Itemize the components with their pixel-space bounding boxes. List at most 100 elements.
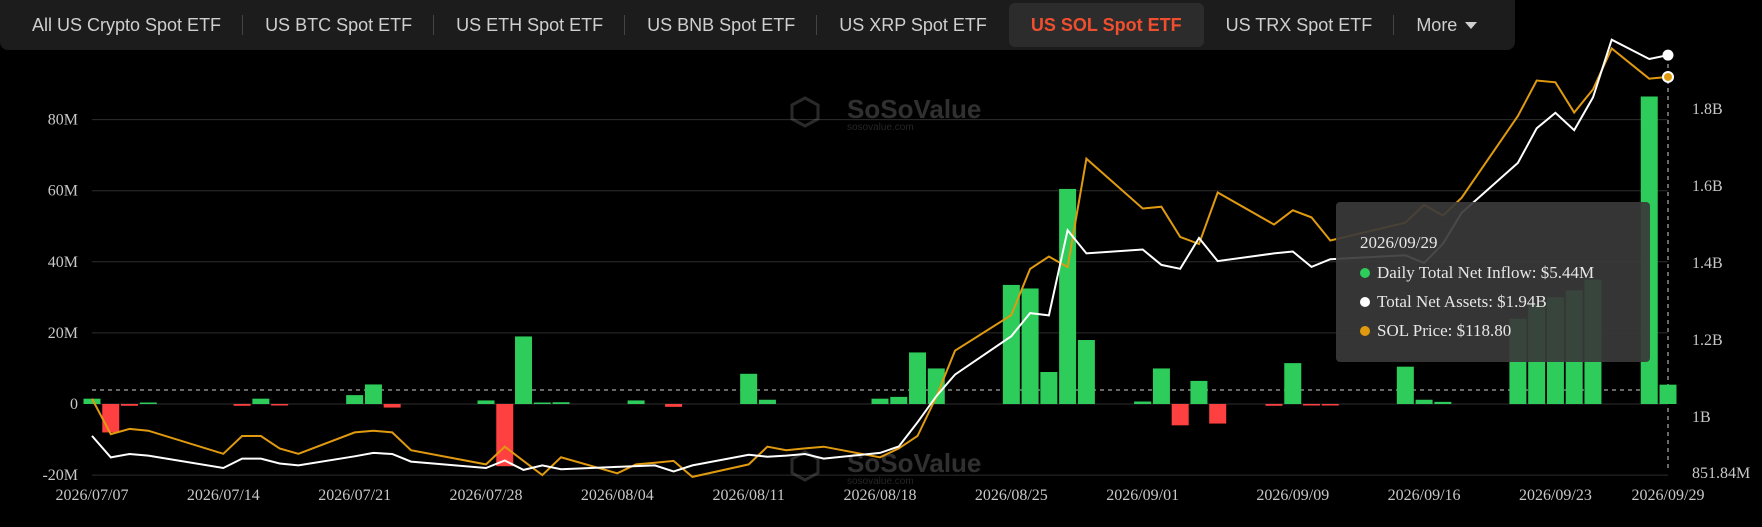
- x-axis-tick-label: 2026/09/29: [1632, 487, 1705, 504]
- right-axis-tick-label: 1B: [1692, 409, 1711, 426]
- inflow-bar: [83, 398, 101, 404]
- inflow-bar: [1152, 368, 1170, 404]
- chevron-down-icon: [1465, 21, 1478, 29]
- inflow-bar: [1284, 363, 1302, 404]
- price-marker: [1662, 70, 1674, 83]
- x-axis-tick-label: 2026/09/16: [1388, 487, 1461, 504]
- inflow-bar: [1077, 340, 1095, 404]
- tab-us-sol-spot-etf[interactable]: US SOL Spot ETF: [1008, 3, 1204, 47]
- right-axis-tick-label: 1.4B: [1692, 255, 1723, 272]
- price-dot-icon: [1360, 325, 1370, 336]
- tab-label: All US Crypto Spot ETF: [32, 14, 222, 35]
- watermark-url: sosovalue.com: [847, 476, 914, 487]
- series-markers: [1662, 49, 1674, 83]
- inflow-bar: [496, 404, 514, 467]
- tooltip-price: SOL Price: $118.80: [1377, 320, 1512, 340]
- inflow-bar: [121, 404, 139, 406]
- left-axis-tick-label: 80M: [48, 112, 78, 129]
- watermark-brand: SoSoValue: [847, 94, 981, 124]
- tab-label: US BTC Spot ETF: [265, 14, 413, 35]
- inflow-bar: [890, 396, 908, 404]
- inflow-bar: [271, 404, 289, 406]
- inflow-bar: [477, 400, 495, 404]
- inflow-bar: [1059, 188, 1077, 404]
- inflow-bar: [515, 336, 533, 404]
- more-dropdown[interactable]: More: [1394, 3, 1499, 47]
- inflow-bar: [102, 404, 120, 433]
- tab-label: US ETH Spot ETF: [456, 14, 604, 35]
- x-axis-tick-label: 2026/09/01: [1106, 487, 1179, 504]
- tooltip-assets-row: Total Net Assets: $1.94B: [1360, 287, 1650, 316]
- tooltip-inflow-row: Daily Total Net Inflow: $5.44M: [1360, 258, 1650, 287]
- tab-us-xrp-spot-etf[interactable]: US XRP Spot ETF: [817, 3, 1009, 47]
- inflow-bar: [1659, 384, 1677, 404]
- inflow-bar: [927, 368, 945, 404]
- inflow-bar: [1209, 404, 1227, 424]
- inflow-bar: [1002, 284, 1020, 404]
- left-axis-tick-label: 20M: [48, 325, 78, 342]
- right-axis-tick-label: 1.8B: [1692, 101, 1723, 118]
- tooltip-price-row: SOL Price: $118.80: [1360, 316, 1650, 345]
- inflow-bar: [364, 384, 382, 404]
- inflow-bar: [1040, 372, 1058, 404]
- inflow-dot-icon: [1360, 267, 1370, 278]
- inflow-bar: [533, 402, 551, 404]
- inflow-bar: [252, 398, 270, 404]
- tab-all-us-crypto-spot-etf[interactable]: All US Crypto Spot ETF: [10, 3, 244, 47]
- tab-us-bnb-spot-etf[interactable]: US BNB Spot ETF: [625, 3, 818, 47]
- x-axis-tick-label: 2026/08/04: [581, 487, 654, 504]
- watermark: SoSoValue sosovalue.com SoSoValue sosova…: [790, 94, 981, 487]
- inflow-bar: [665, 404, 683, 407]
- assets-dot-icon: [1360, 296, 1370, 307]
- watermark-brand: SoSoValue: [847, 448, 981, 478]
- tab-us-trx-spot-etf[interactable]: US TRX Spot ETF: [1204, 3, 1395, 47]
- inflow-bar: [871, 398, 889, 404]
- x-axis-tick-label: 2026/09/09: [1256, 487, 1329, 504]
- inflow-bar: [740, 373, 758, 404]
- inflow-bar: [1190, 380, 1208, 404]
- inflow-bar: [1171, 404, 1189, 426]
- inflow-bar: [346, 395, 364, 404]
- x-axis-tick-label: 2026/08/11: [713, 487, 785, 504]
- x-axis-tick-label: 2026/07/21: [318, 487, 391, 504]
- tab-us-eth-spot-etf[interactable]: US ETH Spot ETF: [434, 3, 626, 47]
- inflow-bar: [1265, 404, 1283, 406]
- inflow-bar: [1321, 404, 1339, 406]
- left-axis-tick-label: 60M: [48, 183, 78, 200]
- tooltip-assets: Total Net Assets: $1.94B: [1377, 291, 1547, 311]
- inflow-bar: [383, 404, 401, 408]
- inflow-bar: [1021, 288, 1039, 404]
- left-axis-tick-label: 40M: [48, 254, 78, 271]
- right-axis-tick-label: 851.84M: [1692, 465, 1750, 482]
- watermark-url: sosovalue.com: [847, 122, 914, 133]
- inflow-bar: [1303, 404, 1321, 406]
- chart-tooltip: 2026/09/29 Daily Total Net Inflow: $5.44…: [1336, 202, 1650, 362]
- inflow-bar: [1134, 401, 1152, 404]
- right-axis-tick-label: 1.6B: [1692, 178, 1723, 195]
- inflow-bar: [1415, 399, 1433, 404]
- x-axis-tick-label: 2026/07/14: [187, 487, 260, 504]
- inflow-bar: [139, 402, 157, 404]
- inflow-bar: [758, 399, 776, 404]
- etf-tab-bar: All US Crypto Spot ETF US BTC Spot ETF U…: [0, 0, 1515, 50]
- inflow-bar: [552, 402, 570, 404]
- inflow-bar: [1434, 401, 1452, 404]
- x-axis-tick-label: 2026/09/23: [1519, 487, 1592, 504]
- inflow-bar: [233, 404, 251, 406]
- tab-label: US TRX Spot ETF: [1225, 14, 1373, 35]
- logo-icon: [790, 96, 820, 128]
- tab-us-btc-spot-etf[interactable]: US BTC Spot ETF: [243, 3, 435, 47]
- x-axis-tick-label: 2026/07/07: [56, 487, 129, 504]
- right-axis-tick-label: 1.2B: [1692, 332, 1723, 349]
- tooltip-inflow: Daily Total Net Inflow: $5.44M: [1377, 262, 1595, 282]
- inflow-bar: [909, 352, 927, 404]
- left-axis-tick-label: -20M: [42, 467, 78, 484]
- logo-icon: [790, 450, 820, 482]
- x-axis-tick-label: 2026/08/25: [975, 487, 1048, 504]
- axes: -20M 0 20M 40M 60M 80M 851.84M 1B 1.2B 1.4B 1.6B 1.…: [42, 101, 1750, 504]
- inflow-bar: [1396, 366, 1414, 404]
- x-axis-tick-label: 2026/07/28: [450, 487, 523, 504]
- x-axis-tick-label: 2026/08/18: [844, 487, 917, 504]
- assets-marker: [1662, 49, 1674, 61]
- tooltip-date: 2026/09/29: [1360, 233, 1438, 252]
